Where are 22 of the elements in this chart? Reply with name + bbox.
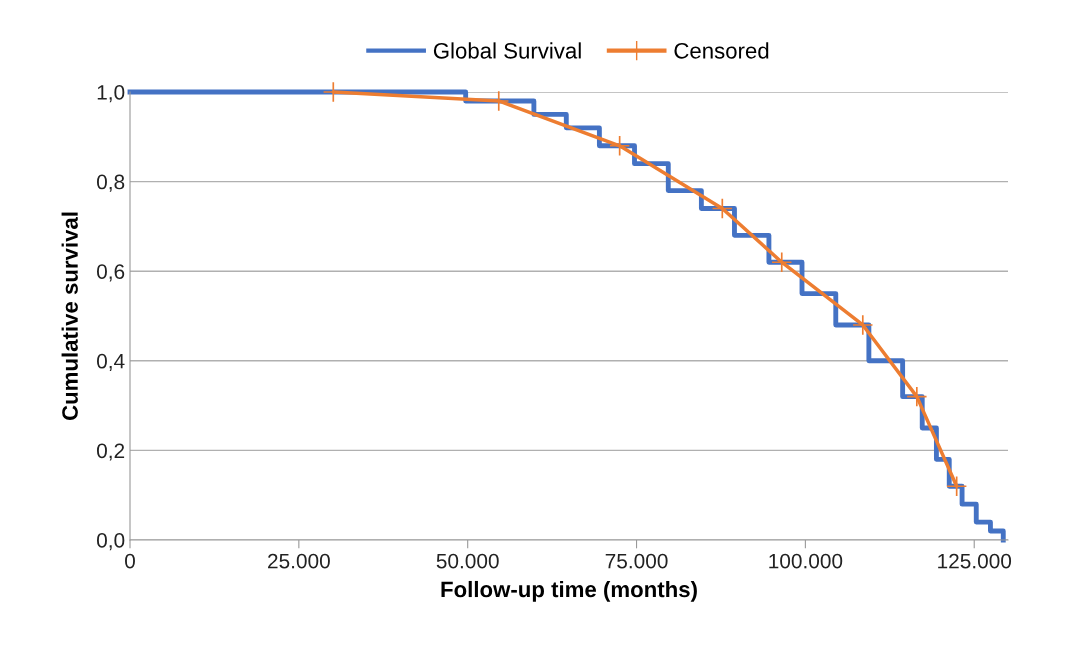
y-tick-label: 0,2	[96, 443, 125, 461]
point	[771, 251, 793, 273]
x-tick-label: 75.000	[605, 553, 668, 569]
legend-label: Global Survival	[433, 42, 581, 59]
y-tick-label: 0,8	[96, 174, 125, 192]
x-tick-label: 100.000	[769, 553, 843, 569]
point	[852, 314, 874, 336]
x-tick-label: 50.000	[436, 553, 499, 569]
point	[609, 135, 631, 157]
point	[906, 386, 928, 408]
x-tick-label: 25.000	[268, 553, 330, 569]
y-tick-label: 0,4	[96, 353, 125, 372]
y-tick-label: 1,0	[97, 85, 125, 103]
point	[711, 197, 733, 220]
x-tick-label: 125.000	[938, 553, 1012, 569]
point	[946, 475, 968, 497]
y-axis-title: Cumulative survival	[61, 212, 78, 421]
legend-label: Censored	[674, 42, 769, 59]
x-axis-title: Follow-up time (months)	[441, 580, 697, 602]
x-tick-label: 0	[125, 553, 135, 569]
y-tick-label: 0,6	[96, 264, 125, 282]
y-tick-label: 0,0	[96, 533, 125, 551]
